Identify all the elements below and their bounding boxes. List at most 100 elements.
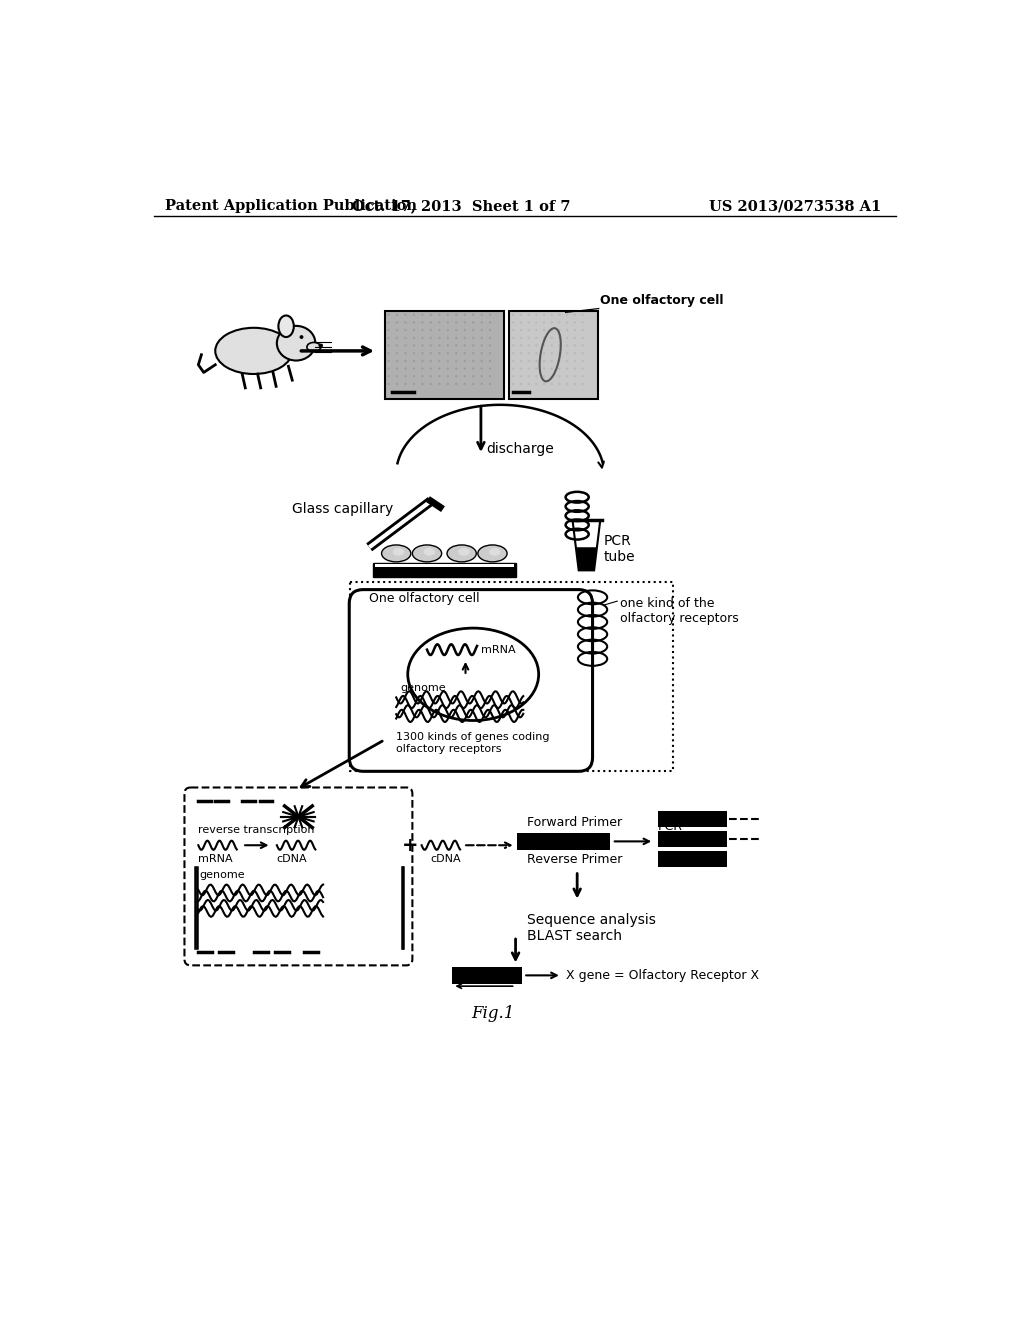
Ellipse shape: [480, 360, 483, 362]
Text: X gene: X gene: [463, 969, 511, 982]
Ellipse shape: [455, 345, 458, 347]
Ellipse shape: [447, 545, 476, 562]
Ellipse shape: [527, 367, 529, 370]
Ellipse shape: [455, 375, 458, 378]
Ellipse shape: [430, 375, 432, 378]
Ellipse shape: [413, 345, 415, 347]
Ellipse shape: [458, 548, 470, 556]
Text: X gene = Olfactory Receptor X: X gene = Olfactory Receptor X: [565, 969, 759, 982]
Ellipse shape: [404, 337, 407, 339]
Text: X gene: X gene: [669, 833, 717, 846]
Bar: [509, 312, 598, 400]
Ellipse shape: [455, 367, 458, 370]
Ellipse shape: [582, 329, 584, 331]
Ellipse shape: [566, 321, 568, 323]
Ellipse shape: [489, 321, 492, 323]
Ellipse shape: [430, 345, 432, 347]
Ellipse shape: [472, 375, 474, 378]
Ellipse shape: [573, 337, 577, 339]
Text: X gene: X gene: [669, 813, 717, 825]
Ellipse shape: [543, 321, 545, 323]
Ellipse shape: [430, 367, 432, 370]
Ellipse shape: [520, 375, 522, 378]
Ellipse shape: [551, 383, 553, 385]
Ellipse shape: [512, 375, 514, 378]
Ellipse shape: [480, 321, 483, 323]
Ellipse shape: [480, 367, 483, 370]
Ellipse shape: [489, 337, 492, 339]
Ellipse shape: [582, 375, 584, 378]
Ellipse shape: [489, 548, 501, 556]
Ellipse shape: [446, 383, 449, 385]
Bar: [373, 562, 515, 577]
Ellipse shape: [536, 329, 538, 331]
Ellipse shape: [520, 314, 522, 315]
Text: One olfactory cell: One olfactory cell: [600, 294, 724, 308]
Ellipse shape: [558, 345, 560, 347]
Ellipse shape: [464, 314, 466, 315]
Ellipse shape: [455, 383, 458, 385]
Ellipse shape: [566, 367, 568, 370]
Ellipse shape: [566, 345, 568, 347]
Ellipse shape: [536, 367, 538, 370]
Ellipse shape: [480, 329, 483, 331]
Text: discharge: discharge: [486, 442, 554, 457]
Ellipse shape: [387, 352, 390, 354]
Ellipse shape: [472, 360, 474, 362]
Ellipse shape: [396, 321, 398, 323]
Ellipse shape: [582, 321, 584, 323]
Ellipse shape: [527, 383, 529, 385]
Ellipse shape: [551, 337, 553, 339]
Text: Forward Primer: Forward Primer: [527, 816, 623, 829]
FancyBboxPatch shape: [184, 788, 413, 965]
Ellipse shape: [387, 345, 390, 347]
Ellipse shape: [489, 383, 492, 385]
Ellipse shape: [387, 329, 390, 331]
Ellipse shape: [404, 360, 407, 362]
Ellipse shape: [430, 337, 432, 339]
Ellipse shape: [582, 352, 584, 354]
Ellipse shape: [573, 329, 577, 331]
Ellipse shape: [446, 345, 449, 347]
Ellipse shape: [551, 375, 553, 378]
Ellipse shape: [396, 360, 398, 362]
Ellipse shape: [582, 345, 584, 347]
Ellipse shape: [446, 321, 449, 323]
Ellipse shape: [520, 352, 522, 354]
Ellipse shape: [527, 360, 529, 362]
Text: Glass capillary: Glass capillary: [292, 502, 393, 516]
Text: genome: genome: [400, 684, 445, 693]
Ellipse shape: [536, 383, 538, 385]
Ellipse shape: [566, 352, 568, 354]
Ellipse shape: [421, 314, 424, 315]
Ellipse shape: [472, 321, 474, 323]
Bar: [658, 812, 727, 826]
Ellipse shape: [438, 345, 440, 347]
Ellipse shape: [512, 314, 514, 315]
Ellipse shape: [551, 321, 553, 323]
Ellipse shape: [558, 360, 560, 362]
Ellipse shape: [438, 375, 440, 378]
Ellipse shape: [527, 337, 529, 339]
Ellipse shape: [472, 352, 474, 354]
Ellipse shape: [421, 367, 424, 370]
Ellipse shape: [582, 314, 584, 315]
Ellipse shape: [573, 383, 577, 385]
Ellipse shape: [536, 360, 538, 362]
Ellipse shape: [543, 345, 545, 347]
Ellipse shape: [558, 314, 560, 315]
Ellipse shape: [512, 337, 514, 339]
Ellipse shape: [573, 375, 577, 378]
Text: reverse transcription: reverse transcription: [199, 825, 314, 834]
Ellipse shape: [512, 321, 514, 323]
Ellipse shape: [536, 352, 538, 354]
Ellipse shape: [536, 345, 538, 347]
Ellipse shape: [387, 367, 390, 370]
Ellipse shape: [446, 337, 449, 339]
Ellipse shape: [446, 352, 449, 354]
Ellipse shape: [438, 321, 440, 323]
Ellipse shape: [413, 545, 441, 562]
Bar: [350, 582, 674, 771]
Ellipse shape: [582, 360, 584, 362]
Bar: [517, 833, 609, 850]
